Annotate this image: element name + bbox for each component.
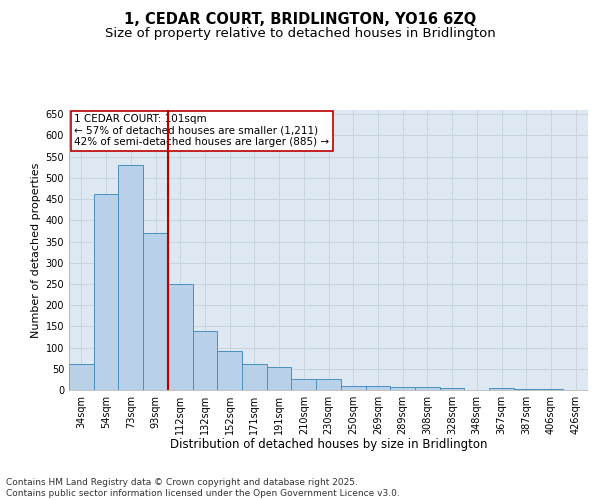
Text: 1, CEDAR COURT, BRIDLINGTON, YO16 6ZQ: 1, CEDAR COURT, BRIDLINGTON, YO16 6ZQ xyxy=(124,12,476,28)
X-axis label: Distribution of detached houses by size in Bridlington: Distribution of detached houses by size … xyxy=(170,438,487,452)
Bar xyxy=(539,389,563,390)
Bar xyxy=(168,284,193,390)
Bar xyxy=(118,165,143,390)
Bar xyxy=(415,386,440,390)
Bar xyxy=(267,366,292,390)
Bar xyxy=(341,386,365,390)
Bar xyxy=(316,380,341,390)
Bar xyxy=(390,388,415,390)
Bar xyxy=(489,388,514,390)
Bar xyxy=(94,194,118,390)
Bar xyxy=(514,388,539,390)
Text: 1 CEDAR COURT: 101sqm
← 57% of detached houses are smaller (1,211)
42% of semi-d: 1 CEDAR COURT: 101sqm ← 57% of detached … xyxy=(74,114,329,148)
Bar xyxy=(143,233,168,390)
Bar xyxy=(242,364,267,390)
Bar xyxy=(292,380,316,390)
Bar xyxy=(217,350,242,390)
Bar xyxy=(69,364,94,390)
Bar xyxy=(193,330,217,390)
Bar xyxy=(365,386,390,390)
Text: Contains HM Land Registry data © Crown copyright and database right 2025.
Contai: Contains HM Land Registry data © Crown c… xyxy=(6,478,400,498)
Bar xyxy=(440,388,464,390)
Y-axis label: Number of detached properties: Number of detached properties xyxy=(31,162,41,338)
Text: Size of property relative to detached houses in Bridlington: Size of property relative to detached ho… xyxy=(104,28,496,40)
